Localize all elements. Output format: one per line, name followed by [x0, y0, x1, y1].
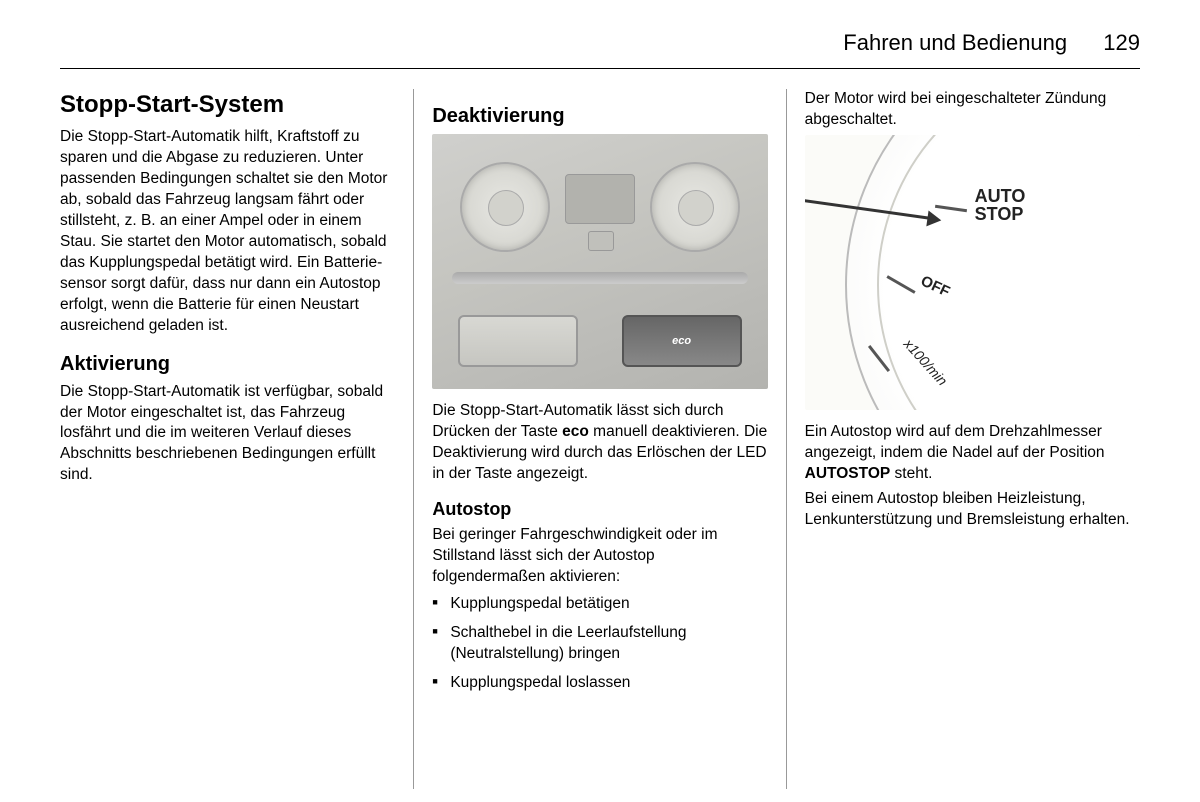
- list-item: Kupplungspedal loslassen: [432, 673, 767, 694]
- left-dial-icon: [460, 162, 550, 252]
- center-display-icon: [565, 174, 635, 224]
- autostop-retain-paragraph: Bei einem Autostop bleiben Heizleis­tung…: [805, 489, 1140, 531]
- eco-button-icon: eco: [622, 315, 742, 367]
- tacho-autostop-label: AUTO STOP: [975, 187, 1026, 223]
- autostop-bold: AUTOSTOP: [805, 465, 891, 482]
- eco-button-label: eco: [672, 334, 691, 349]
- console-illustration: eco: [432, 134, 767, 389]
- right-dial-icon: [650, 162, 740, 252]
- header-chapter: Fahren und Bedienung: [843, 30, 1067, 55]
- text-span: Ein Autostop wird auf dem Drehzahl­messe…: [805, 423, 1105, 461]
- column-2: Deaktivierung eco Die Stopp-Start-Automa…: [413, 89, 785, 789]
- stop-text: STOP: [975, 204, 1024, 224]
- column-3: Der Motor wird bei eingeschalteter Zündu…: [786, 89, 1140, 789]
- aktivierung-paragraph: Die Stopp-Start-Automatik ist verfüg­bar…: [60, 382, 395, 487]
- list-item: Schalthebel in die Leerlaufstellung (Neu…: [432, 623, 767, 665]
- list-item: Kupplungspedal betätigen: [432, 594, 767, 615]
- autostop-list: Kupplungspedal betätigen Schalthebel in …: [432, 594, 767, 694]
- page-header: Fahren und Bedienung 129: [60, 30, 1140, 69]
- autostop-paragraph: Bei geringer Fahrgeschwindigkeit oder im…: [432, 525, 767, 588]
- auto-text: AUTO: [975, 186, 1026, 206]
- column-1: Stopp-Start-System Die Stopp-Start-Autom…: [60, 89, 413, 789]
- eco-bold: eco: [562, 423, 589, 440]
- content-columns: Stopp-Start-System Die Stopp-Start-Autom…: [60, 89, 1140, 789]
- page-number: 129: [1103, 30, 1140, 55]
- autostop-display-paragraph: Ein Autostop wird auf dem Drehzahl­messe…: [805, 422, 1140, 485]
- blank-button-icon: [458, 315, 578, 367]
- subsection-aktivierung: Aktivierung: [60, 351, 395, 378]
- tachometer-illustration: AUTO STOP OFF x100/min: [805, 135, 1140, 410]
- intro-paragraph: Die Stopp-Start-Automatik hilft, Kraft­s…: [60, 127, 395, 336]
- section-title: Stopp-Start-System: [60, 89, 395, 121]
- ac-vent-icon: [452, 272, 747, 284]
- deaktivierung-paragraph: Die Stopp-Start-Automatik lässt sich dur…: [432, 401, 767, 485]
- subsection-autostop: Autostop: [432, 497, 767, 521]
- text-span: steht.: [890, 465, 932, 482]
- subsection-deaktivierung: Deaktivierung: [432, 103, 767, 130]
- motor-off-paragraph: Der Motor wird bei eingeschalteter Zündu…: [805, 89, 1140, 131]
